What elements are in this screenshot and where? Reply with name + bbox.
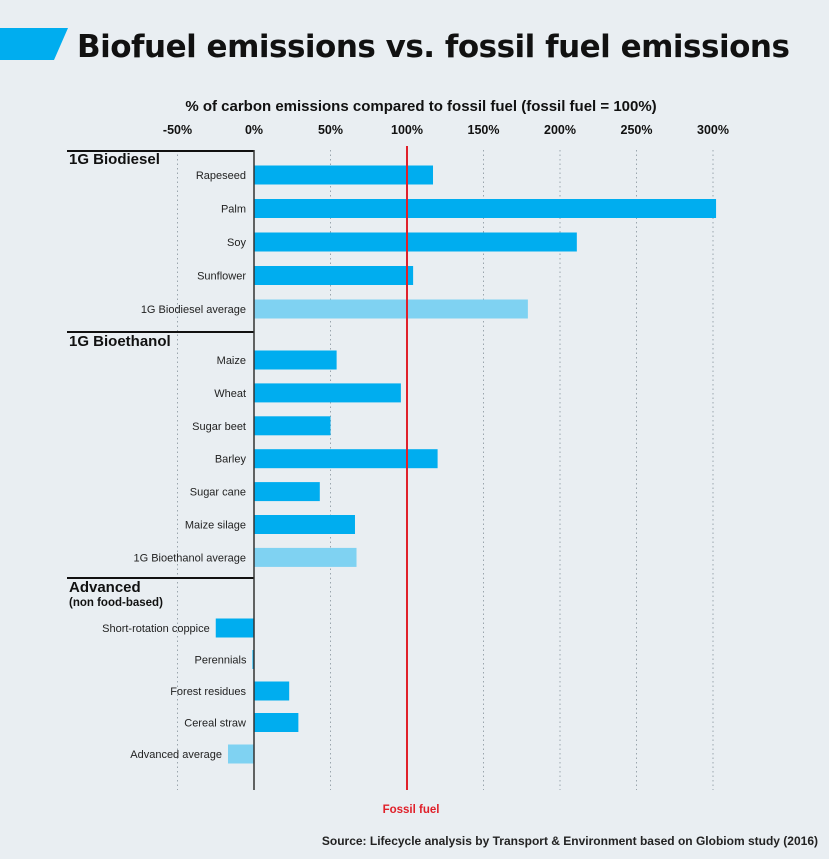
category-label: Rapeseed xyxy=(196,170,246,182)
average-bar xyxy=(227,744,254,764)
category-label: Sunflower xyxy=(197,271,246,283)
x-tick-label: 50% xyxy=(318,123,343,137)
bar xyxy=(252,650,254,669)
bar xyxy=(254,449,438,469)
category-label: Maize silage xyxy=(185,520,246,532)
group-label: 1G Biodiesel xyxy=(69,151,160,168)
source-note: Source: Lifecycle analysis by Transport … xyxy=(322,834,818,848)
category-label: 1G Biodiesel average xyxy=(141,304,246,316)
x-axis-title: % of carbon emissions compared to fossil… xyxy=(185,98,656,115)
bar xyxy=(254,416,331,436)
x-tick-label: 200% xyxy=(544,123,576,137)
category-label: Palm xyxy=(221,204,246,216)
category-label: Advanced average xyxy=(130,749,222,761)
bar xyxy=(254,165,434,185)
category-label: Short-rotation coppice xyxy=(102,623,210,635)
category-label: Cereal straw xyxy=(184,718,246,730)
bar xyxy=(254,199,717,218)
bar xyxy=(254,232,577,252)
x-tick-label: 100% xyxy=(391,123,423,137)
category-label: Wheat xyxy=(214,388,246,400)
category-label: Maize xyxy=(217,355,246,367)
x-tick-label: 300% xyxy=(697,123,729,137)
bar xyxy=(215,618,254,638)
category-label: Forest residues xyxy=(170,686,246,698)
bar xyxy=(254,482,320,502)
x-tick-label: 250% xyxy=(621,123,653,137)
average-bar xyxy=(254,547,357,567)
category-label: 1G Bioethanol average xyxy=(133,552,246,564)
bar xyxy=(254,713,299,732)
chart-title: Biofuel emissions vs. fossil fuel emissi… xyxy=(77,29,789,65)
title-accent-banner xyxy=(0,28,68,60)
category-label: Soy xyxy=(227,237,246,249)
x-tick-label: 0% xyxy=(245,123,263,137)
bar xyxy=(254,515,355,534)
category-label: Sugar cane xyxy=(190,487,246,499)
average-bar xyxy=(254,299,528,319)
fossil-fuel-label: Fossil fuel xyxy=(383,804,440,816)
category-label: Perennials xyxy=(194,655,246,667)
x-tick-label: -50% xyxy=(163,123,192,137)
bar xyxy=(254,350,337,370)
plot-area: -50% 0% 50% 100% 150% 200% 250% 300% 1G Biodiese… xyxy=(67,123,729,816)
bar xyxy=(254,266,414,285)
category-label: Barley xyxy=(215,454,247,466)
group-subtitle: (non food-based) xyxy=(69,597,163,609)
group-label: Advanced xyxy=(69,579,141,596)
category-label: Sugar beet xyxy=(192,421,246,433)
x-tick-label: 150% xyxy=(468,123,500,137)
bar xyxy=(254,383,401,403)
bar xyxy=(254,681,290,701)
group-label: 1G Bioethanol xyxy=(69,333,171,350)
